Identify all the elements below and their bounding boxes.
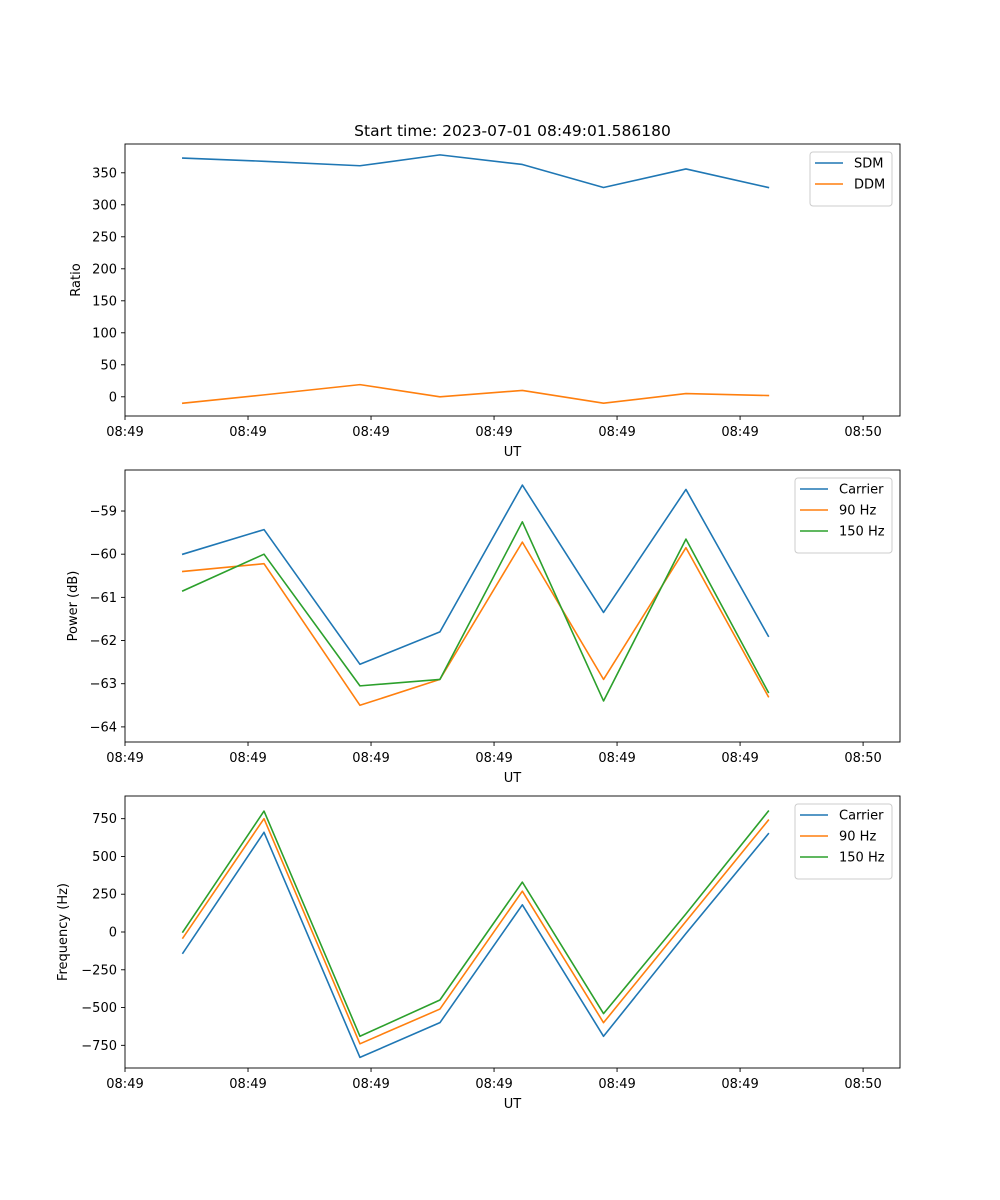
y-tick-label: −64 [90, 720, 117, 735]
x-tick-label: 08:50 [844, 1077, 881, 1092]
y-tick-label: 200 [92, 262, 117, 277]
y-tick-label: 0 [109, 926, 117, 941]
subplot-3: 08:49 08:49 08:49 08:49 08:49 08:49 08:50 −750 −… [56, 795, 901, 1112]
y-tick-label: −59 [90, 505, 117, 520]
x-tick-label: 08:49 [229, 751, 266, 766]
y-tick-label: 750 [92, 812, 117, 827]
legend-entry-label: Carrier [839, 809, 884, 824]
x-tick-label: 08:49 [598, 1077, 635, 1092]
x-tick-label: 08:50 [844, 425, 881, 440]
legend-entry-label: Carrier [839, 483, 884, 498]
x-tick-label: 08:49 [475, 425, 512, 440]
legend: Carrier 90 Hz 150 Hz [794, 803, 893, 880]
legend: SDM DDM [809, 151, 893, 207]
legend-entry-label: DDM [854, 178, 885, 193]
legend-entry-label: 90 Hz [839, 830, 876, 845]
series-line-90-hz [181, 541, 770, 707]
y-tick-label: 250 [92, 230, 117, 245]
legend-frame [794, 803, 893, 880]
subplot-1: 08:49 08:49 08:49 08:49 08:49 08:49 08:50 0 50 10… [69, 122, 901, 460]
subplot-2: 08:49 08:49 08:49 08:49 08:49 08:49 08:50 −64 −6… [66, 469, 901, 786]
x-tick-label: 08:49 [106, 425, 143, 440]
x-tick-label: 08:49 [229, 425, 266, 440]
legend-entry-label: 150 Hz [839, 851, 885, 866]
x-tick-label: 08:49 [352, 751, 389, 766]
series-line-carrier [181, 484, 770, 666]
x-tick-label: 08:50 [844, 751, 881, 766]
x-tick-label: 08:49 [475, 1077, 512, 1092]
x-axis-label: UT [504, 1097, 522, 1112]
x-tick-label: 08:49 [721, 425, 758, 440]
x-tick-label: 08:49 [352, 425, 389, 440]
y-tick-label: 50 [100, 358, 117, 373]
y-axis-label: Power (dB) [66, 571, 81, 642]
y-tick-label: −750 [81, 1039, 117, 1054]
y-tick-label: 300 [92, 198, 117, 213]
x-tick-label: 08:49 [475, 751, 512, 766]
y-tick-label: −61 [90, 591, 117, 606]
x-tick-label: 08:49 [598, 425, 635, 440]
axes-frame [124, 143, 901, 417]
x-tick-label: 08:49 [106, 1077, 143, 1092]
y-tick-label: 500 [92, 850, 117, 865]
x-tick-label: 08:49 [352, 1077, 389, 1092]
legend-frame [809, 151, 893, 207]
y-tick-label: −500 [81, 1001, 117, 1016]
y-tick-label: −62 [90, 634, 117, 649]
series-line-carrier [181, 831, 770, 1059]
x-tick-label: 08:49 [721, 1077, 758, 1092]
series-line-150-hz [181, 809, 770, 1038]
series-line-150-hz [181, 521, 770, 702]
x-axis-label: UT [504, 771, 522, 786]
legend-entry-label: 150 Hz [839, 525, 885, 540]
y-tick-label: 150 [92, 294, 117, 309]
y-tick-label: 350 [92, 166, 117, 181]
legend: Carrier 90 Hz 150 Hz [794, 477, 893, 554]
y-axis-label: Frequency (Hz) [56, 883, 71, 981]
x-tick-label: 08:49 [106, 751, 143, 766]
series-line-ddm [181, 383, 770, 405]
axes-frame [124, 469, 901, 743]
x-tick-label: 08:49 [598, 751, 635, 766]
series-line-sdm [181, 154, 770, 189]
y-tick-label: −250 [81, 963, 117, 978]
legend-entry-label: 90 Hz [839, 504, 876, 519]
y-tick-label: 100 [92, 326, 117, 341]
y-tick-label: −60 [90, 548, 117, 563]
y-tick-label: 250 [92, 888, 117, 903]
y-axis-label: Ratio [69, 263, 84, 296]
legend-entry-label: SDM [854, 157, 883, 172]
series-line-90-hz [181, 817, 770, 1045]
y-tick-label: −63 [90, 677, 117, 692]
x-tick-label: 08:49 [721, 751, 758, 766]
chart-title: Start time: 2023-07-01 08:49:01.586180 [354, 122, 671, 140]
axes-frame [124, 795, 901, 1069]
x-tick-label: 08:49 [229, 1077, 266, 1092]
y-tick-label: 0 [109, 390, 117, 405]
legend-frame [794, 477, 893, 554]
x-axis-label: UT [504, 445, 522, 460]
